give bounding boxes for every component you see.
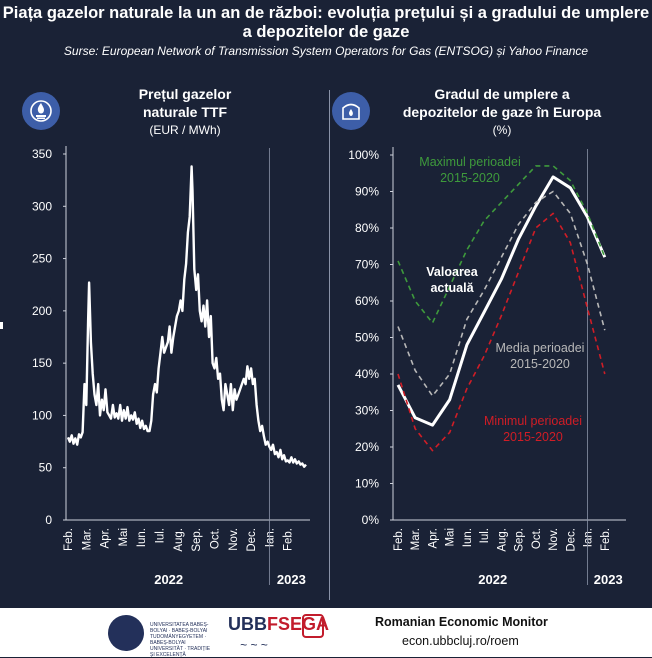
storage-xtick-label: Mar.	[410, 528, 422, 550]
storage-series-annotation-3: 2015-2020	[503, 430, 563, 444]
price-xtick-label: Feb.	[283, 528, 295, 551]
storage-series-annotation-1: actuală	[430, 281, 474, 295]
storage-xtick-label: Nov.	[548, 528, 560, 551]
page-title: Piața gazelor naturale la un an de războ…	[2, 4, 650, 41]
price-ytick-label: 250	[32, 252, 52, 266]
right-panel-units: (%)	[492, 123, 512, 137]
storage-ytick-label: 0%	[362, 513, 380, 527]
storage-xtick-label: Sep.	[514, 528, 526, 552]
panel-divider	[329, 90, 330, 600]
university-seal-icon	[108, 615, 144, 651]
right-panel-title: Gradul de umplere a depozitelor de gaze …	[372, 85, 632, 139]
storage-xtick-label: Feb.	[600, 528, 612, 551]
storage-ytick-label: 30%	[355, 404, 379, 418]
price-xtick-label: Iul.	[155, 528, 167, 543]
storage-series-annotation-2: Media perioadei	[496, 341, 585, 355]
storage-ytick-label: 70%	[355, 258, 379, 272]
storage-xtick-label: Feb.	[393, 528, 405, 551]
storage-ytick-label: 40%	[355, 367, 379, 381]
storage-ytick-label: 50%	[355, 331, 379, 345]
storage-xtick-label: Aug.	[496, 528, 508, 552]
storage-xtick-label: Iun.	[462, 528, 474, 547]
price-ytick-label: 100	[32, 408, 52, 422]
storage-ytick-label: 100%	[348, 148, 379, 162]
storage-xtick-label: Mai	[445, 528, 457, 547]
storage-year-label: 2022	[478, 572, 507, 587]
storage-ytick-label: 80%	[355, 221, 379, 235]
price-year-label: 2022	[154, 572, 183, 587]
price-xtick-label: Mai	[118, 528, 130, 547]
storage-ytick-label: 60%	[355, 294, 379, 308]
storage-year-label: 2023	[594, 572, 623, 587]
faculty-logo-b: FSEGA	[267, 614, 330, 634]
storage-series-annotation-3: Minimul perioadei	[484, 414, 582, 428]
storage-xtick-label: Dec.	[565, 528, 577, 552]
source-note: Surse: European Network of Transmission …	[63, 44, 589, 58]
storage-series-line-3	[397, 212, 606, 452]
price-year-label: 2023	[277, 572, 306, 587]
price-ytick-label: 300	[32, 199, 52, 213]
storage-ytick-label: 20%	[355, 440, 379, 454]
storage-series-annotation-0: Maximul perioadei	[419, 155, 520, 169]
price-xtick-label: Iun.	[136, 528, 148, 547]
storage-xtick-label: Oct.	[531, 528, 543, 549]
storage-series-line-0	[396, 175, 607, 427]
fsega-emblem-icon	[302, 614, 324, 638]
ttf-price-chart: 0 50 100 150 200 250 300 350 Feb. Mar. Apr. Mai Iun.…	[32, 146, 310, 587]
price-xtick-label: Apr.	[100, 528, 112, 548]
price-ytick-label: 0	[45, 513, 52, 527]
storage-ytick-label: 10%	[355, 477, 379, 491]
storage-series-line-1	[397, 165, 606, 324]
storage-series-annotation-1: Valoarea	[426, 265, 478, 279]
storage-series-line-2	[397, 190, 606, 397]
price-ytick-label: 200	[32, 304, 52, 318]
price-xtick-label: Aug.	[173, 528, 185, 552]
signature-icon: ~ ~ ~	[240, 638, 268, 652]
price-xtick-label: Mar.	[81, 528, 93, 550]
price-xtick-label: Dec.	[246, 528, 258, 552]
storage-ytick-label: 90%	[355, 185, 379, 199]
price-xtick-label: Oct.	[209, 528, 221, 549]
storage-xtick-label: Apr.	[427, 528, 439, 548]
footer: UNIVERSITATEA BABEȘ-BOLYAI · BABEȘ-BOLYA…	[0, 608, 652, 658]
gas-storage-tank-icon	[332, 92, 370, 130]
price-xtick-label: Sep.	[191, 528, 203, 552]
left-panel-title: Prețul gazelor naturale TTF (EUR / MWh)	[60, 85, 310, 139]
storage-fill-chart: 0% 10% 20% 30% 40% 50% 60% 70% 80% 90% 100% Feb. Mar…	[348, 147, 626, 587]
right-panel-title-text: Gradul de umplere a depozitelor de gaze …	[402, 86, 602, 120]
storage-series-annotation-0: 2015-2020	[440, 171, 500, 185]
monitor-website[interactable]: econ.ubbcluj.ro/roem	[402, 634, 519, 648]
storage-xtick-label: Iul.	[479, 528, 491, 543]
price-ytick-label: 150	[32, 356, 52, 370]
faculty-logo: UBBFSEGA	[228, 614, 329, 635]
price-xtick-label: Nov.	[228, 528, 240, 551]
price-ytick-label: 50	[39, 461, 53, 475]
price-ytick-label: 350	[32, 147, 52, 161]
price-series-line-0	[66, 165, 307, 468]
storage-series-annotation-2: 2015-2020	[510, 357, 570, 371]
storage-xtick-label: Ian.	[583, 528, 595, 547]
left-panel-title-text: Prețul gazelor naturale TTF	[138, 86, 232, 120]
price-xtick-label: Ian.	[264, 528, 276, 547]
monitor-name: Romanian Economic Monitor	[375, 615, 548, 629]
left-edge-marker	[0, 322, 3, 329]
university-name: UNIVERSITATEA BABEȘ-BOLYAI · BABEȘ-BOLYA…	[150, 622, 211, 658]
gas-flame-emblem-icon	[22, 92, 60, 130]
left-panel-units: (EUR / MWh)	[149, 123, 221, 137]
faculty-logo-a: UBB	[228, 614, 267, 634]
price-xtick-label: Feb.	[63, 528, 75, 551]
